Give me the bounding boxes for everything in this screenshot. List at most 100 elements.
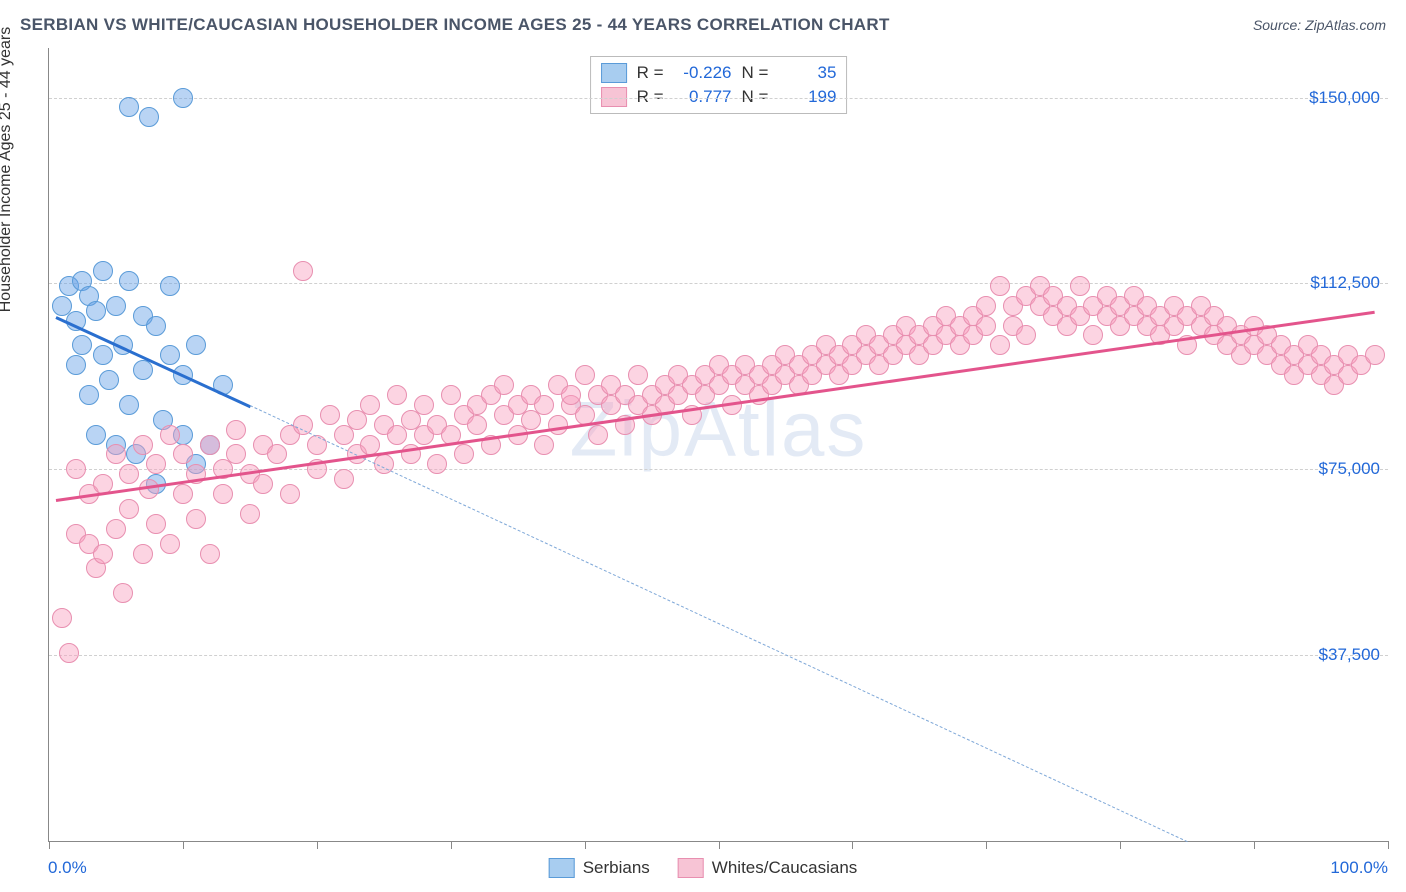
y-tick-label: $37,500 — [1319, 645, 1380, 665]
scatter-point — [93, 345, 113, 365]
scatter-point — [320, 405, 340, 425]
gridline-h — [49, 98, 1388, 99]
scatter-point — [72, 335, 92, 355]
scatter-point — [200, 544, 220, 564]
source-attribution: Source: ZipAtlas.com — [1253, 17, 1386, 33]
scatter-point — [990, 276, 1010, 296]
series-legend: Serbians Whites/Caucasians — [549, 858, 858, 878]
n-label: N = — [742, 61, 769, 85]
r-value: -0.226 — [674, 61, 732, 85]
scatter-point — [1365, 345, 1385, 365]
x-tick — [49, 841, 50, 849]
r-label: R = — [637, 61, 664, 85]
scatter-point — [494, 375, 514, 395]
scatter-point — [173, 88, 193, 108]
scatter-point — [990, 335, 1010, 355]
scatter-point — [86, 301, 106, 321]
scatter-point — [86, 425, 106, 445]
scatter-point — [976, 296, 996, 316]
scatter-point — [139, 107, 159, 127]
scatter-point — [119, 97, 139, 117]
x-tick — [585, 841, 586, 849]
x-tick — [719, 841, 720, 849]
y-tick-label: $75,000 — [1319, 459, 1380, 479]
scatter-point — [119, 499, 139, 519]
n-value: 35 — [778, 61, 836, 85]
scatter-point — [133, 544, 153, 564]
scatter-point — [146, 316, 166, 336]
gridline-h — [49, 655, 1388, 656]
scatter-point — [93, 544, 113, 564]
scatter-point — [66, 355, 86, 375]
scatter-point — [293, 261, 313, 281]
scatter-point — [293, 415, 313, 435]
scatter-point — [454, 444, 474, 464]
scatter-point — [173, 444, 193, 464]
scatter-point — [1083, 325, 1103, 345]
x-tick — [183, 841, 184, 849]
scatter-point — [173, 484, 193, 504]
scatter-point — [575, 365, 595, 385]
scatter-point — [93, 261, 113, 281]
scatter-point — [226, 444, 246, 464]
x-tick — [1388, 841, 1389, 849]
scatter-point — [119, 395, 139, 415]
stats-row: R = -0.226 N = 35 — [601, 61, 837, 85]
scatter-point — [119, 464, 139, 484]
legend-swatch — [678, 858, 704, 878]
scatter-point — [106, 519, 126, 539]
scatter-point — [414, 395, 434, 415]
scatter-point — [133, 435, 153, 455]
chart-header: SERBIAN VS WHITE/CAUCASIAN HOUSEHOLDER I… — [0, 0, 1406, 40]
scatter-point — [186, 509, 206, 529]
x-tick — [986, 841, 987, 849]
source-label: Source: — [1253, 17, 1301, 33]
scatter-point — [360, 395, 380, 415]
scatter-point — [253, 474, 273, 494]
scatter-point — [548, 415, 568, 435]
scatter-point — [106, 444, 126, 464]
y-tick-label: $150,000 — [1309, 88, 1380, 108]
legend-label: Serbians — [583, 858, 650, 878]
scatter-point — [467, 415, 487, 435]
scatter-point — [360, 435, 380, 455]
scatter-point — [280, 484, 300, 504]
scatter-point — [146, 454, 166, 474]
scatter-point — [1016, 325, 1036, 345]
scatter-point — [160, 425, 180, 445]
x-axis-max-label: 100.0% — [1330, 858, 1388, 878]
scatter-point — [1070, 276, 1090, 296]
legend-item: Whites/Caucasians — [678, 858, 858, 878]
scatter-point — [113, 583, 133, 603]
x-tick — [852, 841, 853, 849]
scatter-point — [240, 504, 260, 524]
scatter-point — [534, 435, 554, 455]
scatter-point — [66, 459, 86, 479]
scatter-point — [226, 420, 246, 440]
scatter-point — [160, 276, 180, 296]
scatter-point — [99, 370, 119, 390]
y-axis-label: Householder Income Ages 25 - 44 years — [0, 27, 15, 313]
x-tick — [1254, 841, 1255, 849]
scatter-point — [267, 444, 287, 464]
scatter-point — [334, 469, 354, 489]
scatter-point — [59, 643, 79, 663]
x-tick — [1120, 841, 1121, 849]
stats-legend: R =-0.226N =35R =0.777N =199 — [590, 56, 848, 114]
y-tick-label: $112,500 — [1310, 273, 1380, 293]
scatter-point — [79, 385, 99, 405]
scatter-point — [52, 608, 72, 628]
scatter-point — [160, 534, 180, 554]
legend-item: Serbians — [549, 858, 650, 878]
scatter-point — [200, 435, 220, 455]
legend-swatch — [601, 63, 627, 83]
scatter-point — [133, 360, 153, 380]
scatter-point — [561, 385, 581, 405]
scatter-point — [146, 514, 166, 534]
scatter-point — [213, 484, 233, 504]
scatter-point — [427, 454, 447, 474]
source-name: ZipAtlas.com — [1305, 17, 1386, 33]
chart-area: ZipAtlas R =-0.226N =35R =0.777N =199 $3… — [48, 48, 1388, 842]
scatter-point — [387, 385, 407, 405]
scatter-point — [119, 271, 139, 291]
